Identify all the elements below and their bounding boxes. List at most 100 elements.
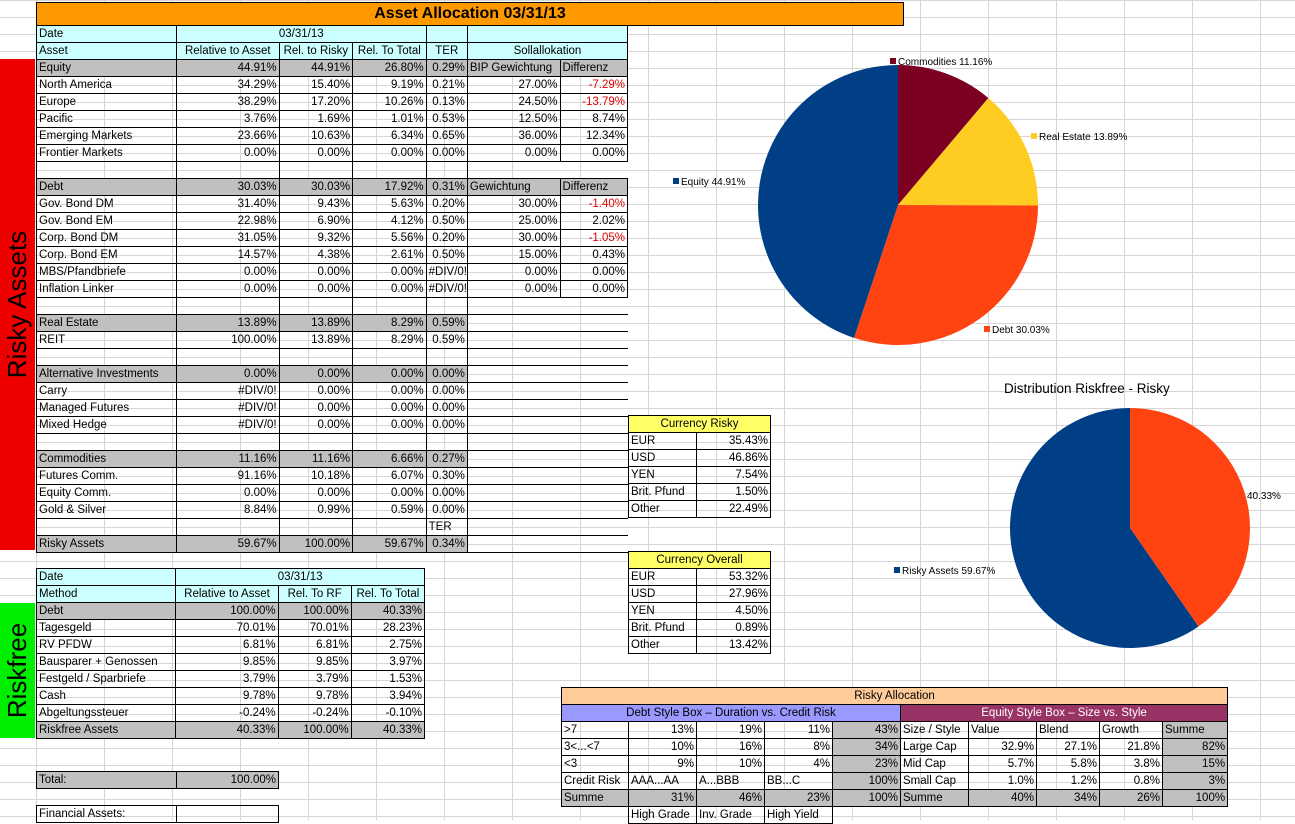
cell: 9.78% [175,687,279,705]
cell [560,433,628,451]
cell [467,348,560,366]
cell: 28.23% [350,619,426,637]
cell: -7.29% [559,76,628,94]
cell: 59.67% [175,535,280,553]
cell: 34% [832,738,901,756]
currency-title-row: Currency Overall [628,551,771,569]
cell: 15.00% [466,246,561,264]
cell: 22.98% [175,212,280,230]
cell [175,518,280,536]
cell: 0.27% [425,450,468,468]
currency-name: Other [628,636,697,654]
cell: 0.59% [425,331,468,349]
risky-total-label: Risky Assets [36,535,177,553]
cell [175,161,280,179]
cell [352,297,427,315]
cell: 100% [832,772,901,790]
cell [467,518,560,536]
date-value: 03/31/13 [175,568,425,586]
cell [425,297,468,315]
cell: 0.00% [352,144,427,162]
table-row: Equity Comm. 0.00% 0.00% 0.00% 0.00% [36,484,628,502]
cell [560,535,628,553]
cell: 9.85% [175,653,279,671]
cell: 0.20% [425,195,468,213]
cell [36,433,177,451]
cell: 34% [1036,789,1100,807]
currency-value: 22.49% [696,500,771,518]
cell: 6.07% [352,467,427,485]
table-row: Brit. Pfund 0.89% [628,619,771,637]
cell: 11% [764,721,833,739]
group-total-row: Equity 44.91% 44.91% 26.80% 0.29% BIP Gewicht… [36,59,628,77]
cell: 0.00% [278,263,354,281]
row-label: Corp. Bond DM [36,229,177,247]
cell [467,399,560,417]
column-header: Rel. to Risky [278,42,354,60]
table-row: USD 46.86% [628,449,771,467]
cell: 0.65% [425,127,468,145]
cell: 1.69% [278,110,354,128]
cell: 17.20% [278,93,354,111]
currency-value: 0.89% [696,619,771,637]
cell: 0.00% [278,280,354,298]
cell: A...BBB [696,772,765,790]
distribution-pie-chart [1009,408,1250,648]
table-row: Corp. Bond DM 31.05% 9.32% 5.56% 0.20% 30.00%… [36,229,628,247]
ter-label: TER [425,518,468,536]
cell [466,25,629,43]
cell: 0.00% [278,382,354,400]
riskfree-table: Date 03/31/13 Method Relative to Asset Rel. … [35,568,426,739]
cell [560,314,628,332]
cell: 16% [696,738,765,756]
cell: -1.40% [559,195,628,213]
row-label: 3<...<7 [561,738,629,756]
table-row: Managed Futures #DIV/0! 0.00% 0.00% 0.00% [36,399,628,417]
cell: Value [968,721,1037,739]
cell: #DIV/0! [425,263,468,281]
cell: 43% [832,721,901,739]
cell [467,501,560,519]
cell: 0.29% [425,59,468,77]
cell [467,314,560,332]
cell: 0.00% [352,416,427,434]
cell [425,25,468,43]
cell: 0.59% [352,501,427,519]
cell: 0.00% [425,144,468,162]
row-label: Equity Comm. [36,484,177,502]
pie-slice-risky-1 [1009,408,1199,648]
cell [560,382,628,400]
cell [467,297,560,315]
cell [278,518,354,536]
total-value: 100.00% [175,771,280,789]
cell: 40.33% [175,721,279,739]
distribution-pie-slices [1009,408,1250,648]
cell: 100.00% [277,721,352,739]
cell: 0.00% [425,382,468,400]
row-label: >7 [561,721,629,739]
cell: 3.8% [1099,755,1163,773]
cell: 0.00% [175,484,280,502]
cell: 82% [1161,738,1229,756]
asset-pie-slices [758,65,1039,345]
table-row: REIT 100.00% 13.89% 8.29% 0.59% [36,331,628,349]
column-header: Relative to Asset [175,42,280,60]
cell: 0.50% [425,212,468,230]
cell: 3.94% [350,687,426,705]
cell: Growth [1099,721,1163,739]
cell: 10.18% [278,467,354,485]
row-label: RV PFDW [35,636,177,654]
cell: 0.43% [559,246,628,264]
cell: 5.63% [352,195,427,213]
cell: 91.16% [175,467,280,485]
cell [969,807,1037,824]
cell: 9.19% [352,76,427,94]
cell [278,161,354,179]
cell [425,161,468,179]
cell: 0.21% [425,76,468,94]
cell: 23% [764,789,833,807]
cell: 40.33% [350,602,426,620]
cell: 9.32% [278,229,354,247]
cell: 10% [696,755,765,773]
row-label: Mixed Hedge [36,416,177,434]
